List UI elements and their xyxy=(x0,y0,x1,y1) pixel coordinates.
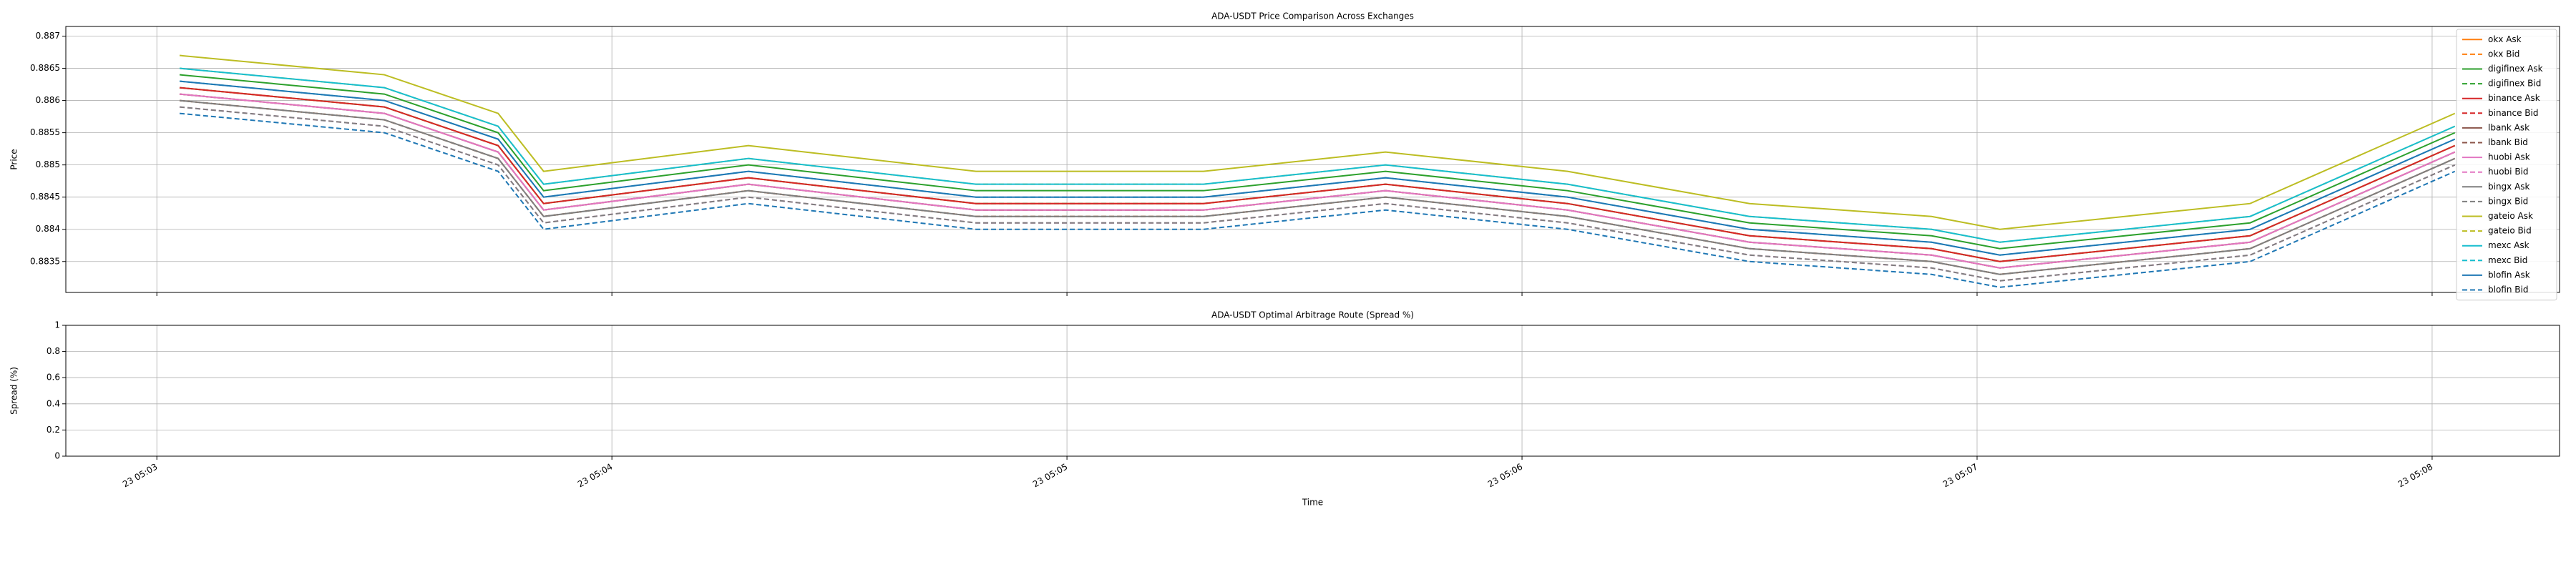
y-axis-label: Price xyxy=(9,149,19,169)
series-line xyxy=(179,93,2456,269)
y-tick-label: 0.885 xyxy=(36,159,60,169)
x-tick-label: 23 05:05 xyxy=(1031,462,1069,490)
legend-label: mexc Ask xyxy=(2488,240,2529,250)
series-line xyxy=(179,99,2456,275)
chart-title: ADA-USDT Optimal Arbitrage Route (Spread… xyxy=(1211,310,1414,320)
series-line xyxy=(179,112,2456,288)
legend-label: blofin Ask xyxy=(2488,270,2530,280)
x-tick-label: 23 05:03 xyxy=(121,462,159,490)
legend-label: bingx Ask xyxy=(2488,182,2530,192)
legend-label: huobi Ask xyxy=(2488,152,2530,162)
axes-frame xyxy=(65,325,2560,457)
legend-label: lbank Bid xyxy=(2488,137,2528,147)
x-tick-label: 23 05:04 xyxy=(576,462,614,490)
legend-label: okx Ask xyxy=(2488,34,2522,44)
y-tick-label: 0.886 xyxy=(36,95,60,105)
legend-label: bingx Bid xyxy=(2488,196,2528,206)
legend-label: blofin Bid xyxy=(2488,285,2528,295)
y-tick-label: 0.8865 xyxy=(30,63,60,73)
x-axis-label: Time xyxy=(1302,498,1323,508)
y-tick-label: 0 xyxy=(54,451,60,461)
series-line xyxy=(179,80,2456,256)
y-tick-label: 0.2 xyxy=(47,425,60,435)
y-tick-label: 0.6 xyxy=(47,373,60,383)
series-line xyxy=(179,106,2456,282)
y-tick-label: 0.4 xyxy=(47,398,60,408)
x-tick-label: 23 05:07 xyxy=(1941,462,1979,490)
y-tick-label: 1 xyxy=(54,320,60,330)
legend-box xyxy=(2456,29,2557,301)
y-tick-label: 0.884 xyxy=(36,224,60,234)
chart-title: ADA-USDT Price Comparison Across Exchang… xyxy=(1211,11,1414,21)
y-tick-label: 0.8 xyxy=(47,346,60,356)
legend-label: binance Bid xyxy=(2488,108,2539,118)
series-line xyxy=(179,74,2456,250)
series-line xyxy=(179,54,2456,230)
series-line xyxy=(179,87,2456,262)
legend-label: mexc Bid xyxy=(2488,255,2527,265)
legend-label: digifinex Bid xyxy=(2488,79,2541,89)
legend-label: binance Ask xyxy=(2488,93,2540,103)
legend-label: gateio Ask xyxy=(2488,211,2533,221)
legend-label: digifinex Ask xyxy=(2488,64,2543,74)
y-tick-label: 0.8835 xyxy=(30,256,60,266)
series-line xyxy=(179,67,2456,243)
y-tick-label: 0.887 xyxy=(36,31,60,41)
y-axis-label: Spread (%) xyxy=(9,367,19,415)
axes-frame xyxy=(65,26,2560,293)
legend-label: huobi Bid xyxy=(2488,167,2529,177)
legend-label: okx Bid xyxy=(2488,49,2519,59)
legend-label: lbank Ask xyxy=(2488,122,2529,132)
y-tick-label: 0.8855 xyxy=(30,127,60,137)
legend-label: gateio Bid xyxy=(2488,226,2532,236)
x-tick-label: 23 05:06 xyxy=(1486,462,1524,490)
x-tick-label: 23 05:08 xyxy=(2396,462,2434,490)
y-tick-label: 0.8845 xyxy=(30,192,60,202)
